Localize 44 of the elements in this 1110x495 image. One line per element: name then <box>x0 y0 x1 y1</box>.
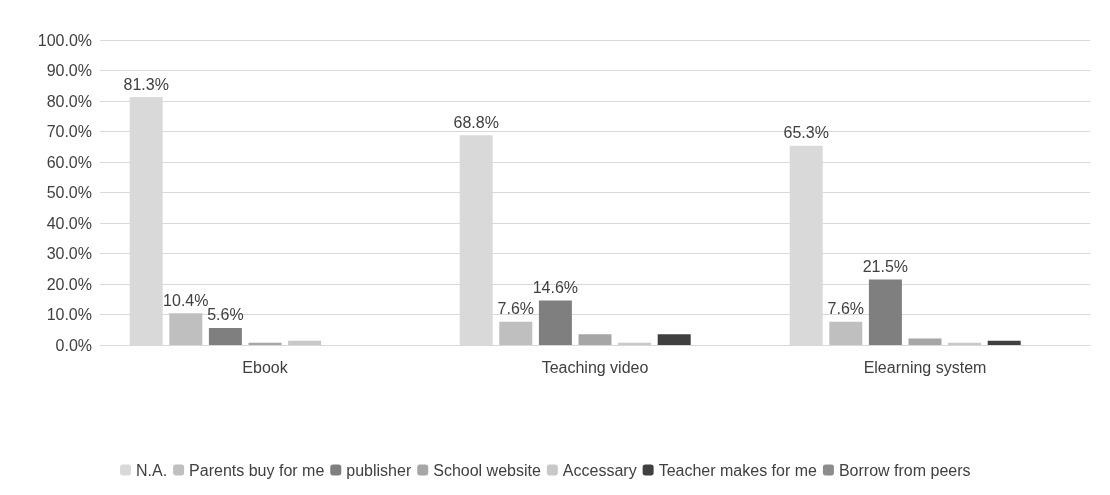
data-label: 5.6% <box>207 306 244 324</box>
bar <box>499 321 533 345</box>
data-label: 65.3% <box>783 124 829 142</box>
bar <box>618 342 652 345</box>
bar <box>288 340 322 345</box>
y-tick-label: 90.0% <box>46 62 92 79</box>
data-label: 7.6% <box>497 300 535 318</box>
bar <box>248 342 282 345</box>
x-tick-label: Ebook <box>242 358 289 376</box>
data-label: 7.6% <box>827 300 865 318</box>
bar <box>868 279 902 345</box>
data-label: 81.3% <box>123 75 169 93</box>
bar <box>208 327 242 345</box>
data-label: 10.4% <box>163 291 209 309</box>
bar <box>829 321 863 345</box>
bar <box>908 338 942 345</box>
legend-label: Teacher makes for me <box>658 461 818 479</box>
y-tick-label: 80.0% <box>46 92 92 110</box>
y-tick-label: 100.0% <box>37 31 92 49</box>
y-tick-label: 70.0% <box>46 123 92 140</box>
data-label: 68.8% <box>453 113 499 131</box>
bar <box>948 342 982 345</box>
bar <box>578 334 612 345</box>
y-tick-label: 60.0% <box>46 153 92 171</box>
bar <box>538 300 572 345</box>
y-tick-label: 40.0% <box>46 214 92 232</box>
x-tick-label: Elearning system <box>863 358 987 376</box>
data-label: 21.5% <box>862 257 909 275</box>
y-tick-label: 0.0% <box>55 336 92 354</box>
data-label: 14.6% <box>532 278 579 296</box>
legend-label: N.A. <box>136 461 168 479</box>
y-tick-label: 30.0% <box>46 245 92 262</box>
y-tick-label: 10.0% <box>46 306 92 323</box>
legend-label: Accessary <box>562 461 637 479</box>
bar <box>169 313 203 345</box>
y-tick-label: 20.0% <box>46 275 92 293</box>
bar <box>657 334 691 345</box>
legend-label: publisher <box>346 461 412 479</box>
legend-label: School website <box>433 461 541 479</box>
y-tick-label: 50.0% <box>46 184 92 201</box>
x-tick-label: Teaching video <box>541 358 649 376</box>
legend-label: Parents buy for me <box>189 461 325 479</box>
bar <box>987 340 1021 345</box>
legend-label: Borrow from peers <box>838 461 971 479</box>
